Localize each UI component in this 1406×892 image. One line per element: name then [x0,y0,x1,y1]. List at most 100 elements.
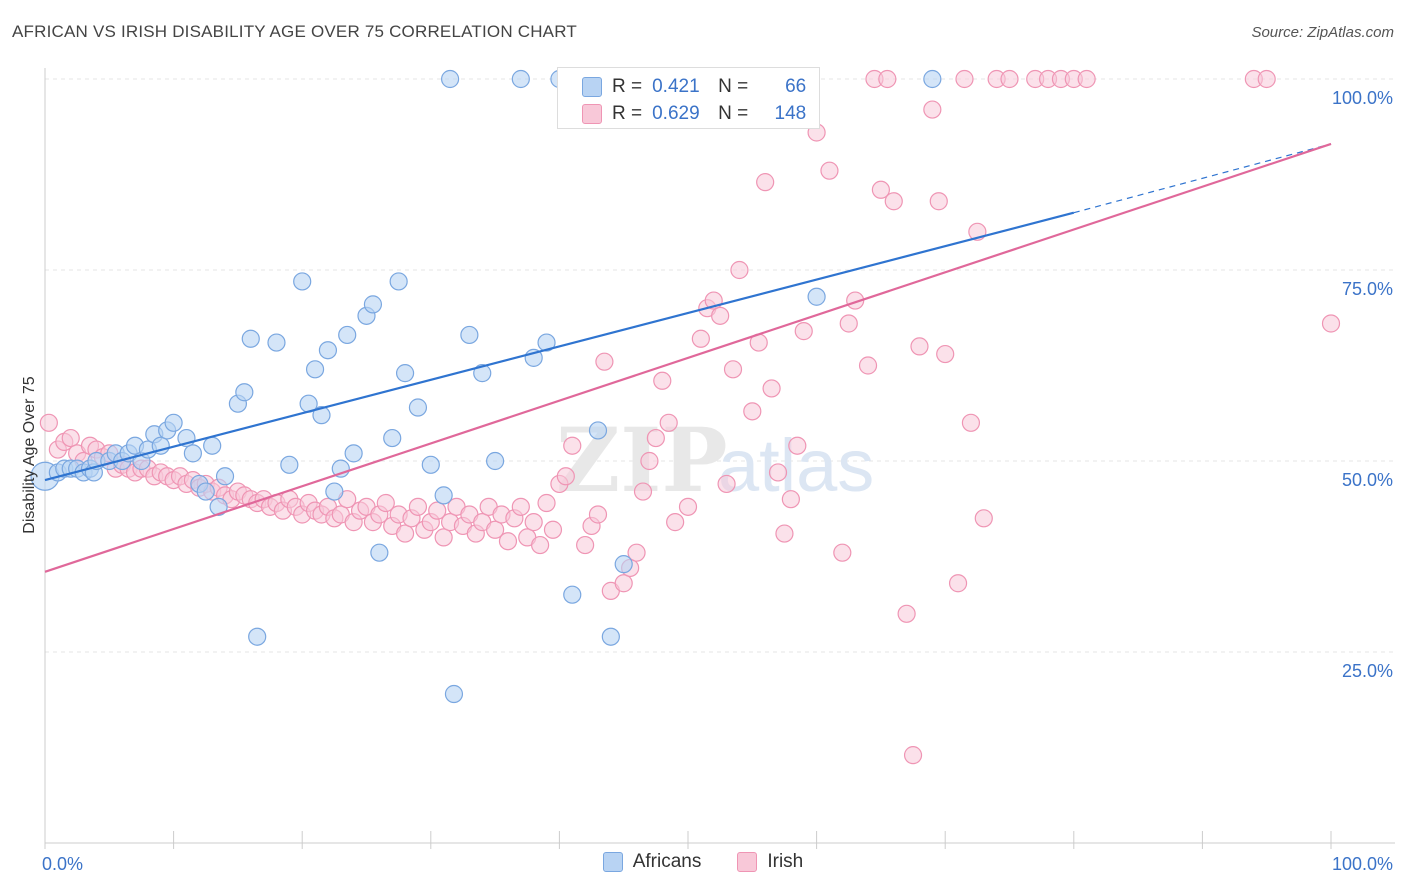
irish-point [556,467,575,486]
irish-point [929,192,948,211]
n-value: 148 [774,103,807,124]
africans-point [203,436,222,455]
irish-point [640,451,659,471]
irish-point [408,497,428,516]
irish-point [627,543,646,562]
africans-point [363,295,383,314]
africans-swatch [582,77,602,97]
irish-point [730,260,749,280]
legend-label-irish: Irish [767,851,804,872]
irish-point [788,436,807,455]
africans-point [460,325,479,345]
irish-trend-line [44,142,1332,573]
n-value: 66 [785,76,807,97]
irish-point [39,413,58,432]
africans-point [395,364,415,383]
irish-point [543,520,563,539]
r-value: 0.421 [652,76,700,97]
africans-point [164,413,183,432]
africans-point [209,497,228,516]
irish-point [588,505,608,524]
irish-point [723,360,743,379]
irish-point [717,474,736,494]
africans-point [370,543,389,562]
africans-point [183,444,202,463]
r-label: R = [612,103,643,124]
irish-point [1257,69,1276,89]
irish-point [781,490,800,509]
irish-point [1000,69,1019,89]
africans-point [305,360,325,379]
irish-point [563,436,582,455]
irish-point [948,574,968,593]
irish-point [923,100,942,119]
irish-point [531,535,550,555]
legend-item-irish[interactable]: Irish [737,851,803,873]
africans-point [486,451,505,471]
africans-point [383,428,402,448]
irish-point [595,352,614,371]
africans-point [248,627,267,646]
africans-point [434,486,453,505]
y-tick-label: 100.0% [1332,88,1393,108]
irish-point [897,604,916,623]
irish-point [524,513,543,532]
africans-trend-extension [1073,143,1332,214]
irish-point [871,180,891,199]
africans-point [280,455,299,474]
x-tick-label: 0.0% [42,854,83,874]
stats-legend: R = 0.421 N = 66 R = 0.629 N = 148 [557,67,820,129]
axes [44,68,1395,849]
irish-point [434,528,453,547]
r-value: 0.629 [652,103,700,124]
irish-point [659,413,678,432]
legend-item-africans[interactable]: Africans [602,851,702,873]
africans-point [444,684,464,704]
africans-point [241,329,260,348]
stats-row-irish: R = 0.629 N = 148 [582,100,806,128]
irish-point [498,532,518,551]
irish-point [1077,69,1096,89]
africans-point [511,69,530,89]
irish-point [762,379,781,398]
irish-point [576,535,595,555]
n-label: N = [718,103,749,124]
irish-point [936,344,955,364]
africans-point [537,333,556,352]
series-irish-points [39,69,1341,765]
irish-point [653,371,672,390]
irish-point [794,322,813,341]
y-tick-label: 75.0% [1342,279,1393,299]
irish-point [910,337,929,356]
irish-point [961,413,981,432]
africans-trend-line [44,211,1075,482]
irish-point [691,329,710,348]
africans-point [312,406,331,425]
africans-point [389,272,408,291]
r-label: R = [612,76,643,97]
series-legend: Africans Irish [0,851,1406,873]
y-tick-label: 25.0% [1342,661,1393,681]
irish-point [756,173,775,192]
chart-source: Source: ZipAtlas.com [1251,24,1394,41]
legend-label-africans: Africans [632,851,702,872]
africans-swatch [602,852,623,872]
irish-point [858,356,878,375]
irish-point [884,192,903,211]
irish-point [878,69,897,89]
africans-point [923,69,942,89]
n-label: N = [718,76,749,97]
africans-point [196,482,215,501]
africans-point [588,421,608,440]
africans-point [338,325,357,345]
africans-point [440,69,460,89]
irish-point [428,501,447,520]
africans-point [325,482,344,501]
irish-swatch [737,852,758,872]
irish-point [486,520,505,539]
irish-point [511,497,530,516]
irish-point [537,493,556,513]
stats-row-africans: R = 0.421 N = 66 [582,73,806,101]
x-tick-label: 100.0% [1332,854,1393,874]
